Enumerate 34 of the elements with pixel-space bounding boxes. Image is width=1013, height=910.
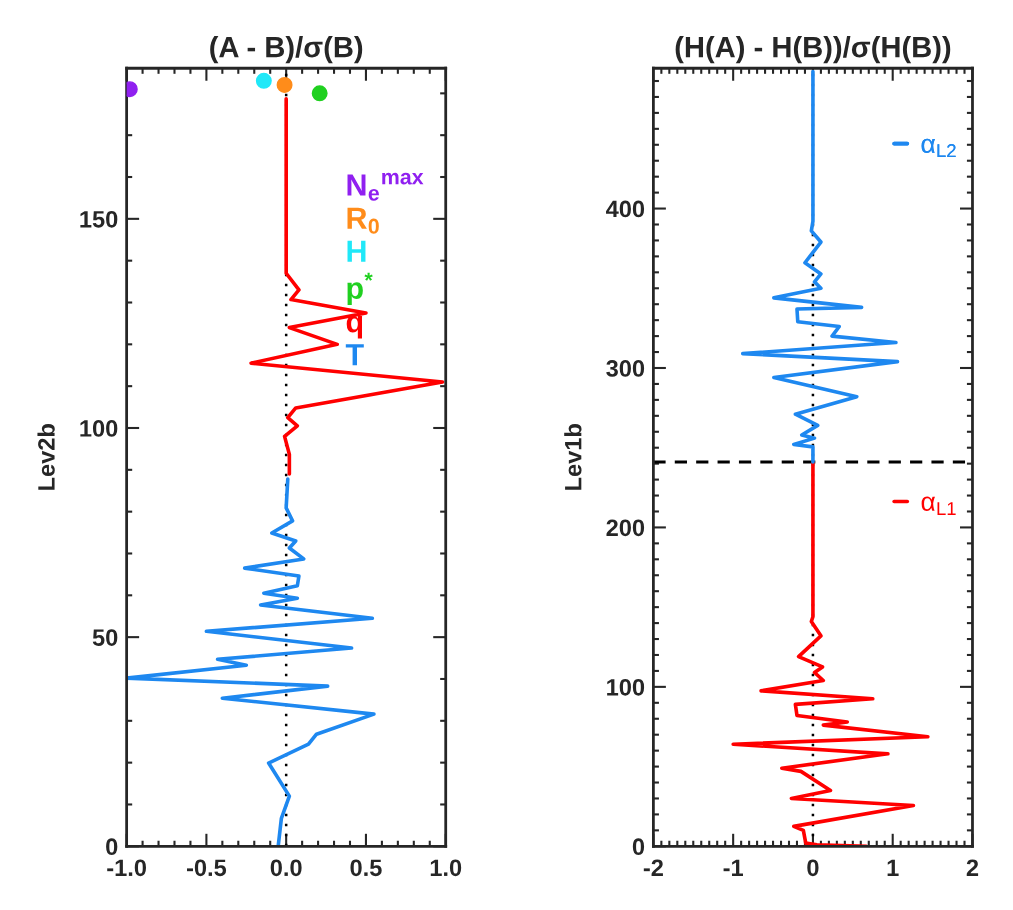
x-tick-label: -2 <box>643 859 663 876</box>
y-tick-label: 50 <box>92 629 118 646</box>
y-tick-label: 150 <box>80 210 118 228</box>
x-tick-label: 0 <box>807 859 819 877</box>
x-tick-label: -1.0 <box>107 859 146 877</box>
y-tick-label: 400 <box>606 200 645 218</box>
y-tick-label: 100 <box>607 678 645 696</box>
x-tick-label: 2 <box>966 859 979 876</box>
text: N$_{e}$$^{max}$ <box>347 172 424 201</box>
y-tick-label: 200 <box>606 519 645 537</box>
y-tick-label: 0 <box>632 838 645 856</box>
y-axis-title: Lev1b <box>564 424 582 490</box>
chart-title: (A - B)/σ(B) <box>210 36 363 64</box>
text: p$^{*}$ <box>347 272 373 306</box>
legend-label: α$_{L1}$ <box>921 496 956 515</box>
x-tick-label: -0.5 <box>186 859 227 877</box>
text: H <box>347 240 366 262</box>
y-tick-label: 0 <box>106 838 118 856</box>
legend-label: α$_{L2}$ <box>921 138 956 158</box>
text: R$_{0}$ <box>347 207 379 234</box>
x-tick-label: 0.0 <box>270 859 302 877</box>
line-series <box>740 69 900 464</box>
series-label: q <box>346 315 363 339</box>
line-series <box>126 477 376 847</box>
y-tick-label: 300 <box>606 360 645 377</box>
x-tick-label: 1 <box>887 859 899 876</box>
x-tick-label: 0.5 <box>350 859 382 877</box>
x-tick-label: -1 <box>723 859 743 876</box>
x-tick-label: 1.0 <box>430 859 462 877</box>
text: T <box>345 344 364 366</box>
y-axis-title: Lev2b <box>37 424 55 490</box>
line-series <box>249 96 445 476</box>
y-tick-label: 100 <box>80 420 118 437</box>
chart-title: (H(A) - H(B))/σ(H(B)) <box>675 36 951 64</box>
